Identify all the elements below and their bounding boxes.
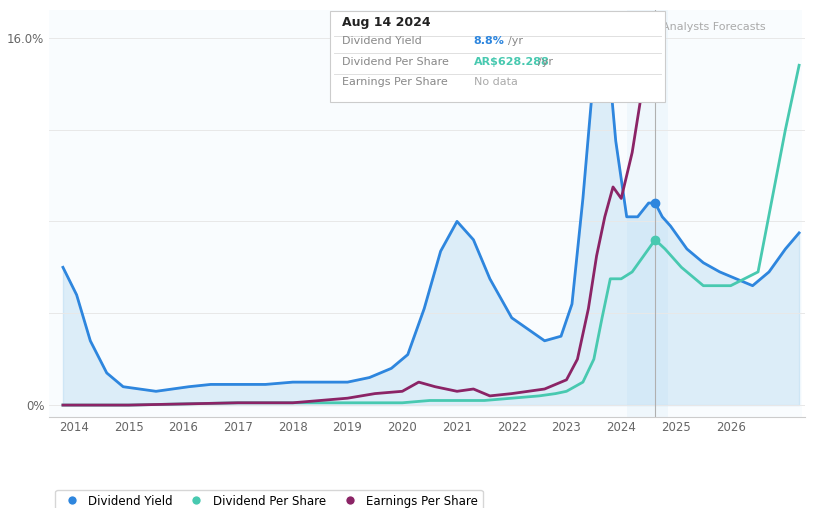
Text: Analysts Forecasts: Analysts Forecasts — [662, 22, 765, 32]
Text: /yr: /yr — [538, 56, 553, 67]
Text: Earnings Per Share: Earnings Per Share — [342, 77, 448, 87]
Text: Past: Past — [629, 22, 653, 32]
Text: Aug 14 2024: Aug 14 2024 — [342, 16, 431, 29]
Text: /yr: /yr — [508, 36, 523, 46]
Legend: Dividend Yield, Dividend Per Share, Earnings Per Share: Dividend Yield, Dividend Per Share, Earn… — [55, 490, 483, 508]
Text: 8.8%: 8.8% — [474, 36, 505, 46]
Bar — [626, 10, 667, 417]
Text: AR$628.288: AR$628.288 — [474, 56, 549, 67]
Text: Dividend Yield: Dividend Yield — [342, 36, 422, 46]
Text: No data: No data — [474, 77, 517, 87]
Text: Dividend Per Share: Dividend Per Share — [342, 56, 449, 67]
